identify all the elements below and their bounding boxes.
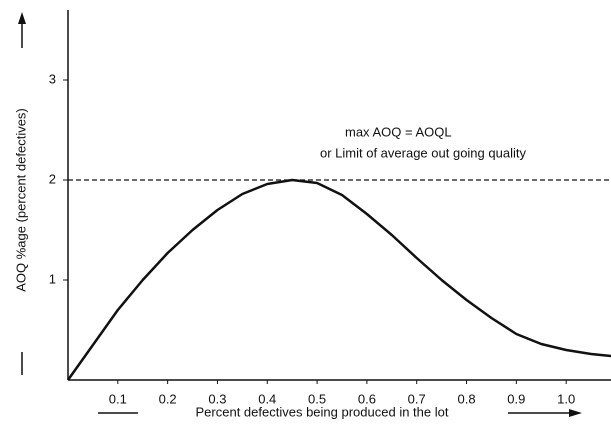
y-tick-label: 1 <box>49 271 56 286</box>
x-arrow-head <box>569 409 582 417</box>
x-tick-label: 0.6 <box>358 391 376 406</box>
x-tick-label: 0.7 <box>408 391 426 406</box>
y-tick-label: 3 <box>49 71 56 86</box>
x-tick-label: 0.9 <box>507 391 525 406</box>
annotation: or Limit of average out going quality <box>320 145 526 160</box>
x-tick-label: 0.5 <box>308 391 326 406</box>
aoq-curve <box>66 178 611 381</box>
x-axis-label: Percent defectives being produced in the… <box>196 404 449 419</box>
x-tick-label: 0.2 <box>159 391 177 406</box>
y-arrow-head <box>18 12 26 24</box>
annotation: max AOQ = AOQL <box>345 124 452 139</box>
x-tick-label: 0.4 <box>258 391 276 406</box>
x-tick-label: 0.3 <box>208 391 226 406</box>
x-tick-label: 0.1 <box>109 391 127 406</box>
x-tick-label: 0.8 <box>457 391 475 406</box>
y-tick-label: 2 <box>49 171 56 186</box>
y-axis-label: AOQ %age (percent defectives) <box>13 108 28 292</box>
x-tick-label: 1.0 <box>557 391 575 406</box>
